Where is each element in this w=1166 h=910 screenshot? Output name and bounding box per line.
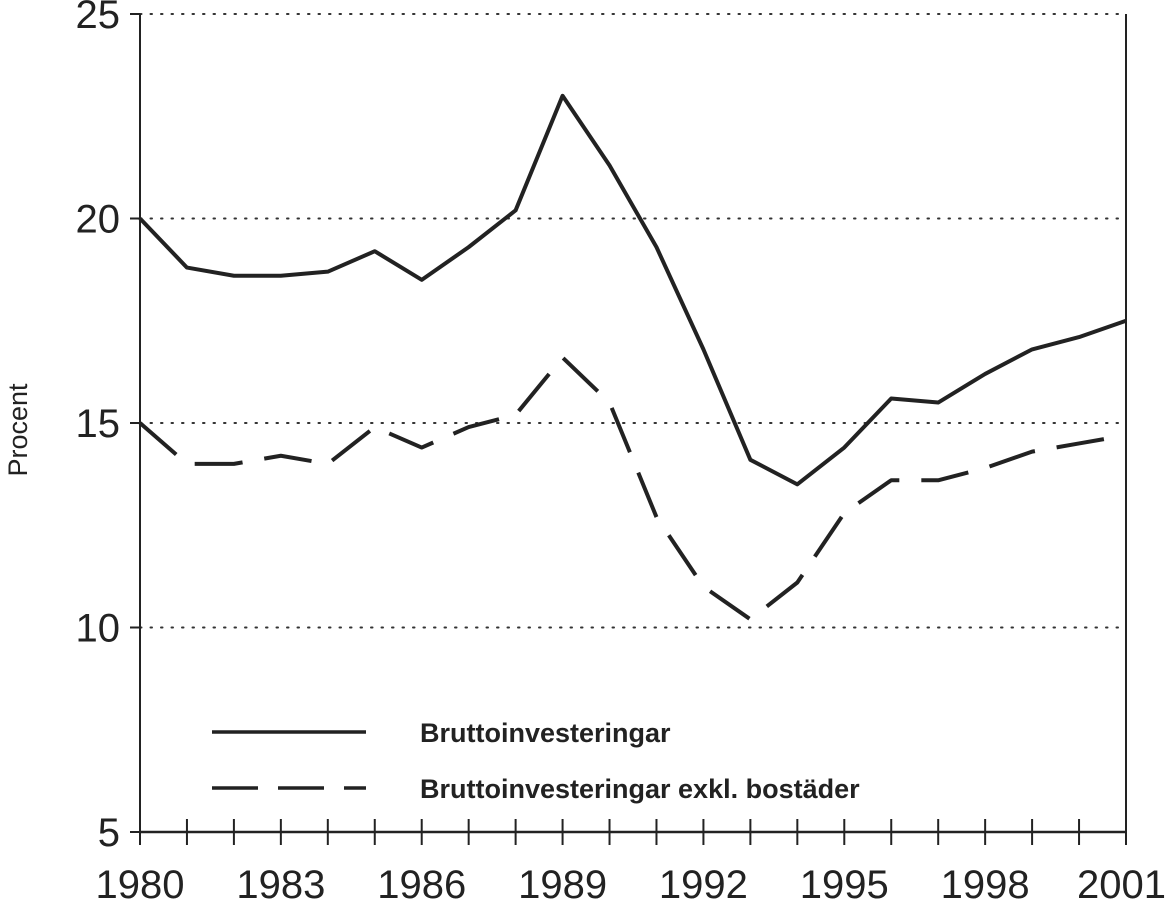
grid-lines — [139, 13, 1127, 629]
x-tick-label: 1989 — [518, 863, 607, 907]
x-tick-label: 1992 — [659, 863, 748, 907]
y-tick-label: 25 — [76, 0, 121, 37]
x-tick-label: 1980 — [96, 863, 185, 907]
series-line-gross-investment — [138, 93, 1127, 487]
legend: Bruttoinvesteringar Bruttoinvesteringar … — [212, 718, 860, 804]
x-tick-label: 1998 — [941, 863, 1030, 907]
y-tick-label: 5 — [98, 811, 120, 855]
y-tick-label: 15 — [76, 402, 121, 446]
x-tick-label: 1995 — [800, 863, 889, 907]
series-group — [138, 93, 1127, 622]
x-tick-label: 1983 — [236, 863, 325, 907]
y-tick-label: 20 — [76, 198, 121, 242]
legend-label-gross-investment: Bruttoinvesteringar — [420, 718, 671, 748]
legend-label-gross-investment-excl-housing: Bruttoinvesteringar exkl. bostäder — [420, 774, 860, 804]
y-axis-label: Procent — [3, 383, 33, 477]
ticks: 5 10 15 20 25 1980 1983 1986 1989 1992 1995 1998 200… — [76, 0, 1166, 907]
x-tick-label: 1986 — [377, 863, 466, 907]
y-tick-label: 10 — [76, 607, 121, 651]
series-line-gross-investment-excl-housing — [138, 355, 1127, 622]
x-tick-label: 2001 — [1077, 863, 1166, 907]
